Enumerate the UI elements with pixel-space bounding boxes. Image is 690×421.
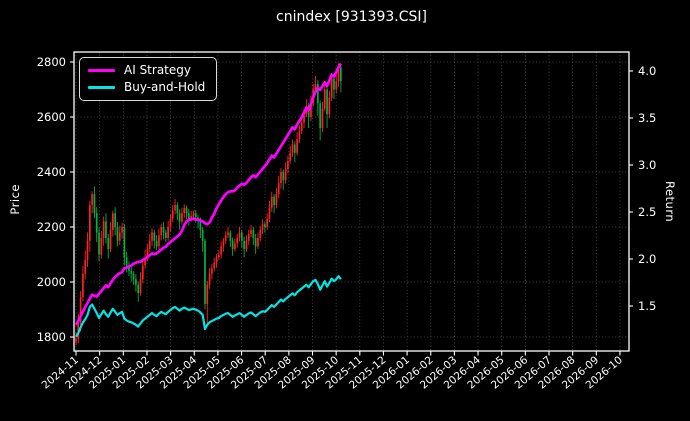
legend-item-ai-strategy: AI Strategy: [88, 63, 205, 77]
legend-item-buy-and-hold: Buy-and-Hold: [88, 80, 205, 94]
svg-text:2.0: 2.0: [638, 252, 656, 266]
svg-text:2.5: 2.5: [638, 205, 656, 219]
svg-text:4.0: 4.0: [638, 64, 656, 78]
legend: AI Strategy Buy-and-Hold: [79, 57, 218, 101]
svg-text:1.5: 1.5: [638, 299, 656, 313]
right-axis-label: Return: [663, 181, 677, 223]
svg-text:3.5: 3.5: [638, 111, 656, 125]
chart-title: cnindex [931393.CSI]: [276, 9, 427, 25]
ai-strategy-line-swatch: [88, 68, 115, 72]
svg-text:1800: 1800: [37, 330, 66, 344]
svg-text:2600: 2600: [37, 110, 66, 124]
svg-text:3.0: 3.0: [638, 158, 656, 172]
buy-and-hold-line-swatch: [88, 85, 115, 89]
svg-text:2000: 2000: [37, 275, 66, 289]
legend-label-buy-and-hold: Buy-and-Hold: [124, 80, 206, 94]
svg-text:2800: 2800: [37, 55, 66, 69]
svg-text:2400: 2400: [37, 165, 66, 179]
svg-text:2200: 2200: [37, 220, 66, 234]
legend-label-ai-strategy: AI Strategy: [124, 63, 191, 77]
